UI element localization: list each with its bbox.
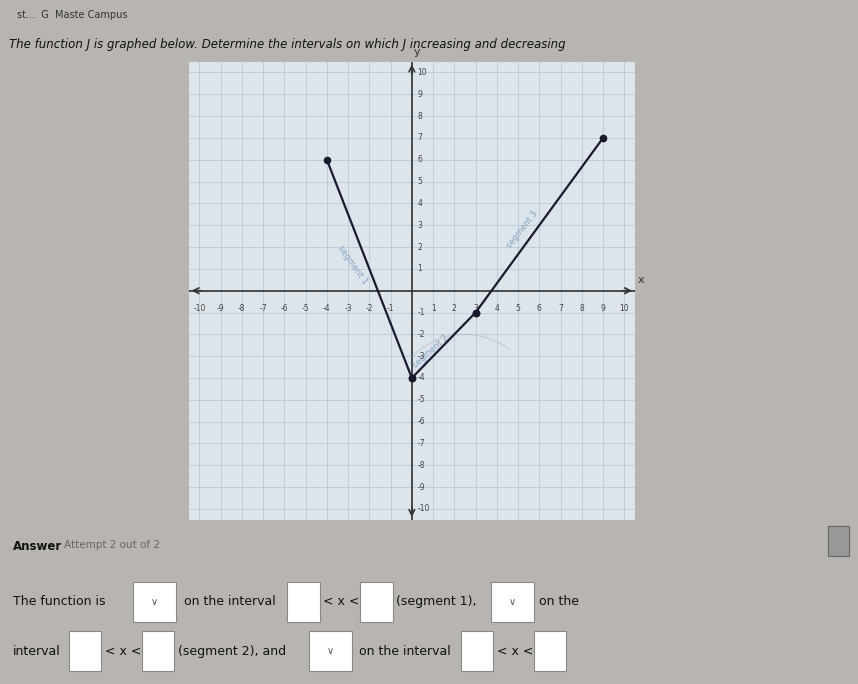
Text: -1: -1 [387,304,395,313]
Bar [287,582,320,622]
Text: -3: -3 [344,304,352,313]
Text: -10: -10 [193,304,206,313]
Bar [142,631,174,671]
Text: -5: -5 [302,304,310,313]
Text: 5: 5 [516,304,521,313]
Text: Answer: Answer [13,540,62,553]
Text: -5: -5 [417,395,425,404]
Text: segment 3: segment 3 [505,209,540,250]
Text: -7: -7 [417,439,425,448]
Text: ∨: ∨ [509,597,516,607]
Text: < x <: < x < [323,595,360,609]
Text: 10: 10 [619,304,629,313]
Bar [828,527,849,556]
Text: 1: 1 [417,265,422,274]
Text: -8: -8 [417,461,425,470]
Text: The function J is graphed below. Determine the intervals on which J increasing a: The function J is graphed below. Determi… [9,38,565,51]
Text: 4: 4 [417,199,422,208]
Text: 1: 1 [431,304,436,313]
Text: 2: 2 [417,243,422,252]
Text: -9: -9 [217,304,225,313]
Text: segment 2: segment 2 [411,333,450,370]
Bar [534,631,566,671]
Text: 7: 7 [417,133,422,142]
Text: -2: -2 [417,330,425,339]
Text: 9: 9 [417,90,422,98]
Text: < x <: < x < [497,644,533,658]
Text: -8: -8 [239,304,245,313]
Text: ∨: ∨ [327,646,334,656]
Text: -7: -7 [259,304,267,313]
Text: 5: 5 [417,177,422,186]
Text: -3: -3 [417,352,425,360]
Text: 9: 9 [601,304,606,313]
Text: -1: -1 [417,308,425,317]
Bar [69,631,101,671]
Text: segment 1: segment 1 [335,244,369,285]
Bar [491,582,534,622]
Bar [461,631,493,671]
Text: x: x [638,275,644,285]
Text: Attempt 2 out of 2: Attempt 2 out of 2 [64,540,160,549]
Text: (segment 2), and: (segment 2), and [178,644,286,658]
Text: on the interval: on the interval [359,644,450,658]
Text: 3: 3 [473,304,478,313]
Text: y: y [414,47,420,57]
Text: -6: -6 [417,417,425,426]
Text: ∨: ∨ [151,597,158,607]
Text: -10: -10 [417,504,430,514]
Text: 7: 7 [558,304,563,313]
Text: 10: 10 [417,68,426,77]
Text: The function is: The function is [13,595,106,609]
Text: -2: -2 [366,304,373,313]
Text: st...  G  Maste Campus: st... G Maste Campus [17,10,128,21]
Text: (segment 1),: (segment 1), [396,595,477,609]
Text: 6: 6 [537,304,541,313]
Text: -9: -9 [417,483,425,492]
Text: 8: 8 [417,111,422,120]
Bar [360,582,393,622]
Text: 4: 4 [494,304,499,313]
Bar [133,582,176,622]
Text: on the interval: on the interval [184,595,276,609]
Text: 2: 2 [452,304,456,313]
Text: 3: 3 [417,221,422,230]
Text: < x <: < x < [105,644,141,658]
Text: interval: interval [13,644,61,658]
Text: on the: on the [539,595,579,609]
Text: -6: -6 [281,304,288,313]
Text: 6: 6 [417,155,422,164]
Text: -4: -4 [417,373,425,382]
Text: -4: -4 [323,304,330,313]
Text: 8: 8 [579,304,584,313]
Bar [309,631,352,671]
